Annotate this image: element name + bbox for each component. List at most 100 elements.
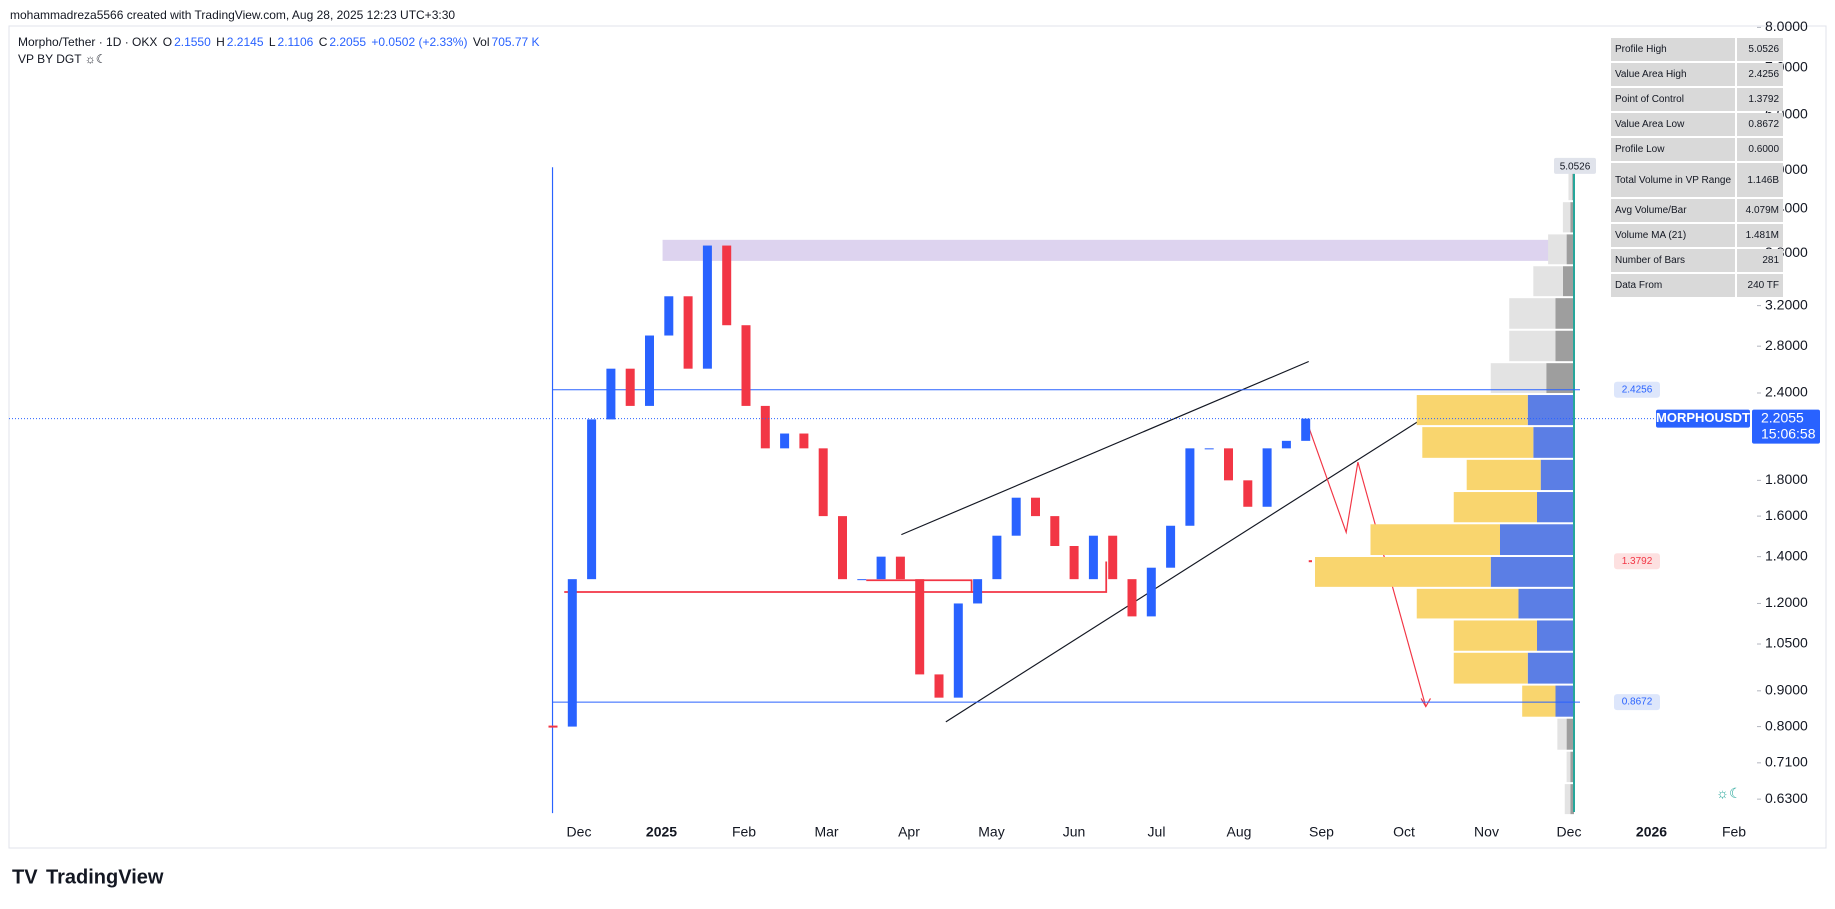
vp-buy: [1518, 588, 1574, 619]
stat-label: Avg Volume/Bar: [1611, 199, 1736, 222]
vp-sell: [1453, 620, 1537, 651]
candle: [1108, 535, 1118, 580]
vp-buy: [1537, 620, 1574, 651]
l-label: L: [268, 35, 276, 49]
stats-row: Value Area High 2.4256: [1611, 63, 1784, 86]
svg-text:TV: TV: [12, 866, 38, 888]
symbol-box: [1656, 409, 1750, 428]
candle: [664, 296, 674, 336]
y-tick-label: 2.8000: [1765, 337, 1808, 353]
candle: [838, 516, 847, 580]
x-tick-label: Oct: [1393, 824, 1415, 840]
vp-sell: [1548, 234, 1567, 265]
stats-row: Value Area Low 0.8672: [1611, 113, 1784, 136]
candle: [818, 448, 828, 517]
y-tick-label: 0.9000: [1765, 682, 1808, 698]
y-tick-label: 0.6300: [1765, 790, 1808, 806]
vp-sell: [1466, 459, 1541, 491]
vp-buy: [1555, 685, 1574, 717]
low: 2.1106: [277, 35, 314, 49]
vp-buy: [1570, 784, 1574, 815]
stats-row: Number of Bars 281: [1611, 249, 1784, 272]
y-tick-label: 1.4000: [1765, 547, 1808, 563]
credit: mohammadreza5566 created with TradingVie…: [10, 8, 456, 22]
level-box: [1614, 694, 1660, 711]
vp-buy: [1546, 363, 1574, 394]
y-tick-label: 1.8000: [1765, 471, 1808, 487]
price-label: 2.2055: [1761, 409, 1804, 425]
stat-value: 5.0526: [1737, 38, 1784, 61]
stat-label: Value Area Low: [1611, 113, 1736, 136]
vp-buy: [1500, 524, 1574, 556]
stats-table: Profile High 5.0526 Value Area High 2.4256 P…: [1609, 36, 1785, 299]
logo: TV TradingView: [12, 866, 164, 888]
vp-buy: [1555, 298, 1574, 329]
x-tick-label: Mar: [814, 824, 838, 840]
stats-row: Point of Control 1.3792: [1611, 88, 1784, 111]
candle: [1185, 448, 1195, 526]
candle: [683, 296, 693, 369]
legend: Morpho/Tether · 1D · OKX O 2.1550 H 2.2145…: [18, 35, 542, 49]
c-label: C: [318, 35, 328, 49]
candle: [1031, 497, 1040, 517]
vp-sell: [1562, 202, 1571, 233]
vp-sell: [1370, 524, 1500, 556]
vp-sell: [1490, 363, 1547, 394]
vp-buy: [1490, 557, 1574, 587]
profile-high-label: 5.0526: [1560, 162, 1591, 173]
vp-sell: [1522, 685, 1556, 717]
y-tick-label: 8.0000: [1765, 18, 1808, 34]
vp-buy: [1527, 395, 1574, 426]
poc-history: [971, 561, 1108, 593]
stats-row: Profile High 5.0526: [1611, 38, 1784, 61]
vp-buy: [1540, 459, 1574, 491]
candle: [722, 245, 732, 326]
poc-history: [564, 579, 973, 593]
candle: [625, 368, 635, 406]
candle: [934, 674, 944, 698]
x-tick-label: Sep: [1309, 824, 1334, 840]
stats-row: Data From 240 TF: [1611, 274, 1784, 297]
svg-text:TradingView: TradingView: [46, 866, 164, 888]
trendline: [901, 360, 1309, 536]
vp-sell: [1557, 718, 1567, 750]
candle: [567, 579, 577, 727]
candle: [1127, 579, 1137, 617]
stats-row: Volume MA (21) 1.481M: [1611, 224, 1784, 247]
vp-sell: [1315, 557, 1491, 587]
vp-icon: ☼☾: [1716, 785, 1741, 801]
y-tick-label: 1.0500: [1765, 635, 1808, 651]
stat-value: 1.481M: [1737, 224, 1784, 247]
stat-label: Number of Bars: [1611, 249, 1736, 272]
stat-value: 1.146B: [1737, 163, 1784, 197]
candle: [606, 368, 616, 420]
stat-label: Profile Low: [1611, 138, 1736, 161]
candle: [973, 579, 983, 604]
y-tick-label: 1.6000: [1765, 507, 1808, 523]
x-tick-label: Feb: [1722, 824, 1746, 840]
trendline: [945, 410, 1436, 723]
vp-sell: [1422, 427, 1534, 458]
stat-value: 0.8672: [1737, 113, 1784, 136]
vp-sell: [1568, 169, 1573, 201]
x-tick-label: Jun: [1063, 824, 1086, 840]
candle: [876, 556, 886, 580]
stats-row: Total Volume in VP Range 1.146B: [1611, 163, 1784, 197]
vol-label: Vol: [472, 35, 490, 49]
stat-value: 2.4256: [1737, 63, 1784, 86]
vp-buy: [1527, 652, 1574, 684]
candle: [915, 579, 925, 675]
stats-row: Avg Volume/Bar 4.079M: [1611, 199, 1784, 222]
x-tick-label: Nov: [1474, 824, 1499, 840]
x-tick-label: Apr: [898, 824, 920, 840]
y-tick-label: 2.4000: [1765, 384, 1808, 400]
vp-sell: [1509, 330, 1556, 362]
candle: [799, 433, 809, 449]
h-label: H: [216, 35, 225, 49]
change: +0.0502 (+2.33%): [371, 35, 468, 49]
stat-value: 281: [1737, 249, 1784, 272]
profile-high-box: [1554, 157, 1596, 174]
x-tick-label: Jul: [1148, 824, 1166, 840]
x-tick-label: Aug: [1227, 824, 1252, 840]
